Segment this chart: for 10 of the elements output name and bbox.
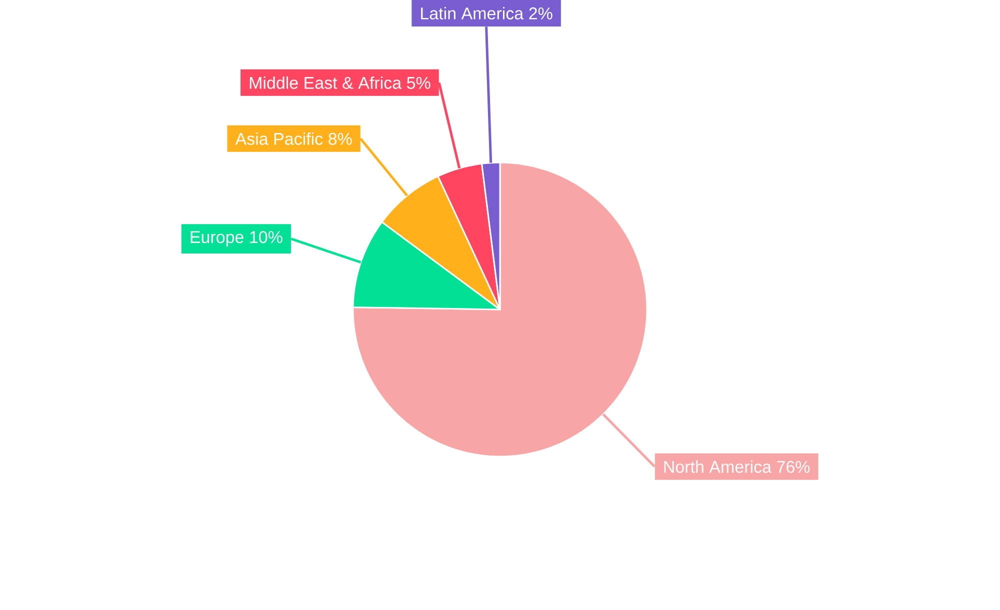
data-label: 5% xyxy=(406,77,430,90)
data-label: 2% xyxy=(529,8,552,20)
slice-label: Latin America xyxy=(421,7,524,20)
data-label: 10% xyxy=(250,231,282,244)
slice-label: Asia Pacific xyxy=(235,132,323,146)
data-label: 8% xyxy=(328,133,352,146)
slice-label: Europe xyxy=(190,231,244,247)
slice-label: North America xyxy=(664,460,772,474)
data-label: 76% xyxy=(777,461,810,474)
slice-label: Middle East & Africa xyxy=(250,76,402,90)
